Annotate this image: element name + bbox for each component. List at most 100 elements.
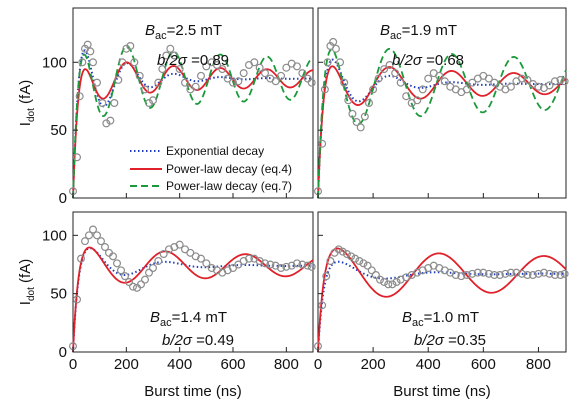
data-point <box>359 259 368 268</box>
data-point <box>334 245 343 254</box>
data-point <box>462 271 471 280</box>
y-axis-label-bottom: Idot (fA) <box>17 259 37 305</box>
ratio-annotation-bottom-left: b/2σ =0.49 <box>162 332 234 349</box>
data-point <box>162 51 171 60</box>
x-tick-label: 400 <box>416 356 441 373</box>
data-point <box>329 37 338 46</box>
data-point <box>86 47 95 56</box>
x-tick-label: 800 <box>526 356 551 373</box>
data-point <box>122 44 131 53</box>
data-point <box>355 257 364 266</box>
data-point <box>197 71 206 80</box>
data-point <box>223 74 232 83</box>
data-point <box>418 85 427 94</box>
data-point <box>229 78 238 87</box>
data-point <box>528 271 537 280</box>
x-tick-label: 800 <box>274 356 299 373</box>
data-point <box>512 268 521 277</box>
data-point <box>374 74 383 83</box>
data-point <box>318 139 327 148</box>
eq4-decay-curve-top-right <box>317 65 567 199</box>
data-point <box>484 74 493 83</box>
data-point <box>380 278 389 287</box>
exp-decay-curve-top-left <box>72 49 313 199</box>
data-point <box>303 74 312 83</box>
data-point <box>135 71 144 80</box>
data-point <box>120 272 129 281</box>
data-point <box>118 58 127 67</box>
data-point <box>545 81 554 90</box>
data-point <box>323 58 332 67</box>
data-point <box>356 123 365 132</box>
data-point <box>534 82 543 91</box>
y-tick-label: 50 <box>50 122 67 139</box>
data-point <box>277 264 286 273</box>
data-point <box>145 268 154 277</box>
data-point <box>560 269 569 278</box>
data-point <box>388 280 397 289</box>
data-point <box>245 254 254 263</box>
ratio-annotation-top-right: b/2σ =0.68 <box>392 52 464 69</box>
data-point <box>385 60 394 69</box>
x-tick-label: 200 <box>361 356 386 373</box>
y-tick-label: 0 <box>59 190 67 207</box>
data-point <box>261 259 270 268</box>
data-point <box>261 69 270 78</box>
data-point <box>396 78 405 87</box>
panel-frame-bottom-left <box>72 211 314 353</box>
panel-top-left <box>68 40 316 199</box>
data-point <box>96 237 105 246</box>
data-point <box>307 78 316 87</box>
data-point <box>360 112 369 121</box>
data-point <box>413 96 422 105</box>
data-point <box>320 85 329 94</box>
data-point <box>402 92 411 101</box>
data-point <box>239 69 248 78</box>
data-point <box>75 92 84 101</box>
data-point <box>114 75 123 84</box>
data-point <box>363 261 372 270</box>
x-tick-label: 600 <box>220 356 245 373</box>
data-point <box>392 278 401 287</box>
data-point <box>234 77 243 86</box>
data-point <box>326 257 335 266</box>
panel-frame-bottom-right <box>317 211 567 353</box>
data-point <box>340 78 349 87</box>
data-point <box>344 96 353 105</box>
data-point <box>202 259 211 268</box>
data-point <box>435 71 444 80</box>
data-point <box>534 269 543 278</box>
data-point <box>318 301 327 310</box>
b-field-annotation-bottom-left: Bac=1.4 mT <box>150 309 227 329</box>
data-point <box>338 247 347 256</box>
data-point <box>376 275 385 284</box>
x-axis-label-right: Burst time (ns) <box>393 383 491 400</box>
data-point <box>175 240 184 249</box>
data-point <box>126 41 135 50</box>
data-point <box>250 58 259 67</box>
b-field-annotation-bottom-right: Bac=1.0 mT <box>402 309 479 329</box>
eq4-decay-curve-top-left <box>72 61 314 199</box>
data-point <box>364 98 373 107</box>
data-point <box>112 259 121 268</box>
data-point <box>92 231 101 240</box>
data-point <box>322 272 331 281</box>
data-point <box>277 71 286 80</box>
panel-top-right <box>314 37 569 199</box>
data-point <box>149 264 158 273</box>
data-point <box>523 75 532 84</box>
b-field-annotation-top-left: Bac=2.5 mT <box>145 22 222 42</box>
data-point <box>92 78 101 87</box>
data-point <box>517 269 526 278</box>
panel-frame-top-right <box>317 7 567 199</box>
data-point <box>282 63 291 72</box>
data-point <box>384 280 393 289</box>
data-point <box>110 98 119 107</box>
data-point <box>369 85 378 94</box>
data-point <box>234 260 243 269</box>
data-point <box>106 116 115 125</box>
data-point <box>347 252 356 261</box>
data-point <box>539 268 548 277</box>
data-point <box>98 98 107 107</box>
